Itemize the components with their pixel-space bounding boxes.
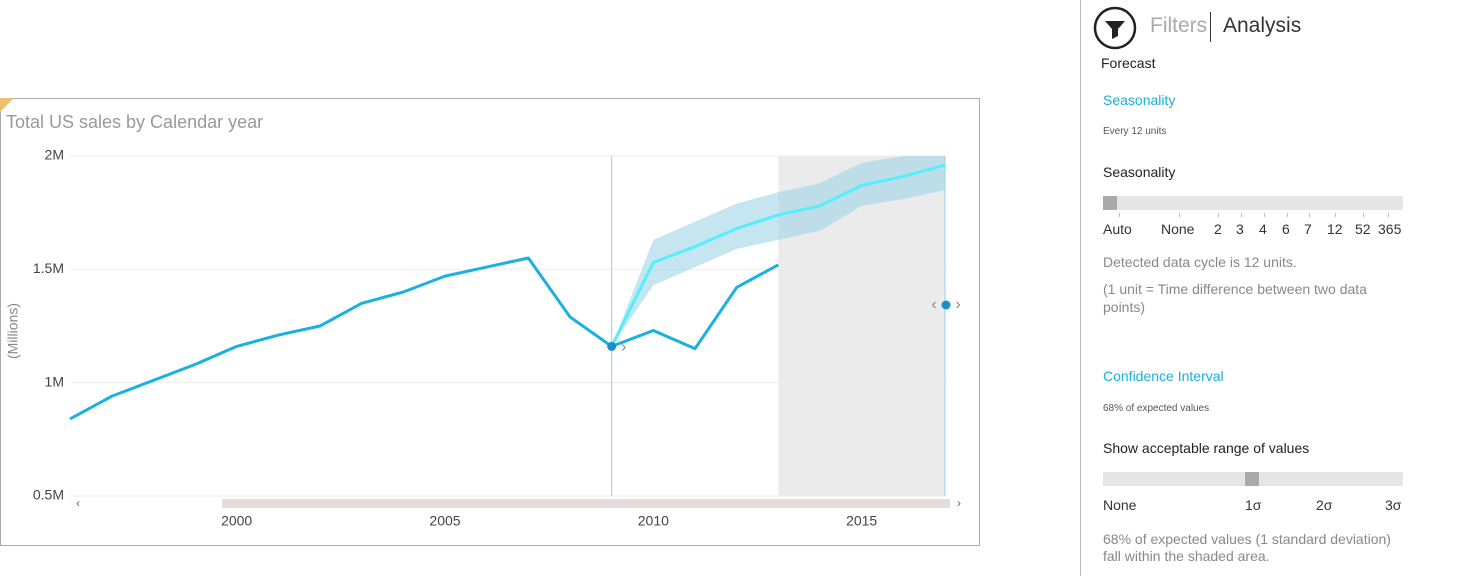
- filter-icon[interactable]: [1093, 6, 1137, 50]
- tab-divider: [1210, 12, 1211, 42]
- chart: Total US sales by Calendar year (Million…: [0, 98, 980, 546]
- summary: 68% of expected values: [1103, 403, 1210, 414]
- slider-tick: [1287, 213, 1288, 217]
- slider-option[interactable]: 3σ: [1385, 497, 1402, 513]
- x-tick-label: 2010: [638, 513, 669, 529]
- x-tick-label: 2015: [846, 513, 877, 529]
- slider-tick: [1335, 213, 1336, 217]
- slider-option[interactable]: None: [1161, 221, 1195, 237]
- slider-option[interactable]: 52: [1355, 221, 1371, 237]
- corner-flag: [0, 98, 14, 112]
- series-line: [69, 256, 780, 421]
- tab[interactable]: Filters: [1150, 14, 1208, 37]
- tab[interactable]: Analysis: [1223, 14, 1302, 37]
- slider-option[interactable]: 3: [1236, 221, 1244, 237]
- slider-option[interactable]: 2: [1214, 221, 1222, 237]
- series-line: [610, 163, 946, 348]
- x-tick-label: 2000: [221, 513, 252, 529]
- slider-thumb[interactable]: [1103, 196, 1117, 210]
- slider-option[interactable]: 2σ: [1316, 497, 1333, 513]
- heading[interactable]: Seasonality: [1103, 92, 1176, 108]
- slider-label: Seasonality: [1103, 164, 1176, 180]
- heading[interactable]: Confidence Interval: [1103, 368, 1224, 384]
- handle: [941, 300, 951, 310]
- slider-option[interactable]: 365: [1378, 221, 1402, 237]
- handle: [607, 341, 617, 351]
- chart-title: Total US sales by Calendar year: [6, 112, 263, 132]
- slider-option[interactable]: 12: [1327, 221, 1343, 237]
- handle-arrow: ›: [955, 296, 960, 313]
- handle-arrow: ›: [621, 339, 626, 356]
- note: (1 unit = Time difference between two da…: [1103, 281, 1367, 315]
- y-tick-label: 0.5M: [33, 487, 64, 503]
- slider-tick: [1363, 213, 1364, 217]
- slider-tick: [1179, 213, 1180, 217]
- scrollbar[interactable]: [222, 499, 950, 508]
- slider-track[interactable]: [1103, 472, 1403, 486]
- section-title: Forecast: [1101, 55, 1156, 71]
- slider-tick: [1309, 213, 1310, 217]
- y-tick-label: 1M: [45, 373, 64, 389]
- summary: Every 12 units: [1103, 126, 1167, 137]
- slider-tick: [1218, 213, 1219, 217]
- slider-option[interactable]: 7: [1304, 221, 1312, 237]
- slider-option[interactable]: Auto: [1103, 221, 1132, 237]
- slider-option[interactable]: 6: [1282, 221, 1290, 237]
- note: 68% of expected values (1 standard devia…: [1103, 531, 1391, 564]
- note: Detected data cycle is 12 units.: [1103, 254, 1297, 270]
- slider-track[interactable]: [1103, 196, 1403, 210]
- analysis-panel: Filters Analysis Forecast Seasonality Ev…: [1080, 0, 1466, 576]
- y-tick-label: 2M: [45, 147, 64, 163]
- y-tick-label: 1.5M: [33, 260, 64, 276]
- x-tick-label: 2005: [429, 513, 460, 529]
- slider-option[interactable]: None: [1103, 497, 1137, 513]
- slider-option[interactable]: 4: [1259, 221, 1267, 237]
- scroll-right[interactable]: ›: [957, 496, 961, 510]
- slider-tick: [1388, 213, 1389, 217]
- slider-tick: [1241, 213, 1242, 217]
- slider-option[interactable]: 1σ: [1245, 497, 1262, 513]
- slider-thumb[interactable]: [1245, 472, 1259, 486]
- slider-tick: [1119, 213, 1120, 217]
- slider-label: Show acceptable range of values: [1103, 440, 1310, 456]
- slider-tick: [1264, 213, 1265, 217]
- y-axis-label: (Millions): [5, 303, 21, 359]
- confidence-band: [611, 156, 945, 347]
- scroll-left[interactable]: ‹: [76, 496, 80, 510]
- handle-arrow: ‹: [931, 296, 936, 313]
